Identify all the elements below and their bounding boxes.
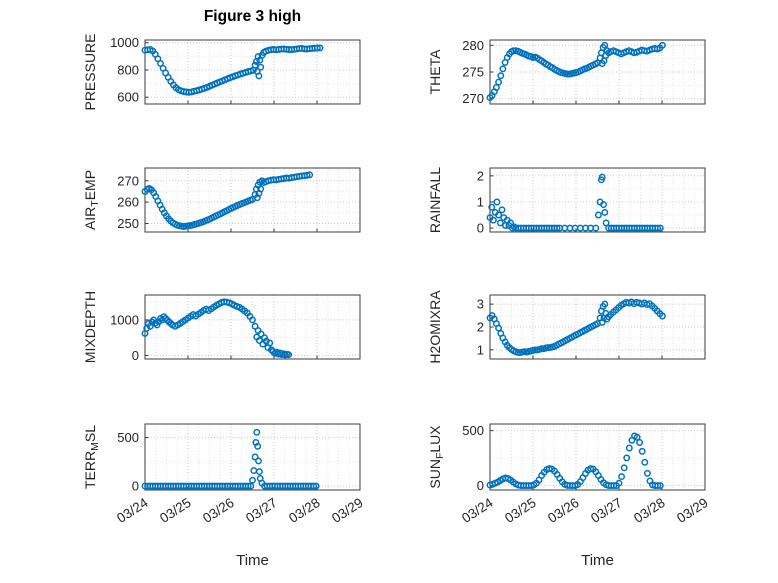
axis-ticks: 0 500 03/24 03/25 03/26 03/27 03/28 03/29 xyxy=(459,423,711,526)
y-axis-label-mixdepth: MIXDEPTH xyxy=(82,291,98,363)
data-points xyxy=(486,432,664,490)
y-axis-label-rainfall: RAINFALL xyxy=(427,167,443,233)
y-tick-label: 1000 xyxy=(110,35,139,50)
x-tick-label: 03/26 xyxy=(545,495,582,526)
data-points xyxy=(141,298,293,359)
x-tick-label: 03/28 xyxy=(631,495,668,526)
y-axis-label-h2omixra: H2OMIXRA xyxy=(427,290,443,364)
y-axis-label-sun-flux: SUNFLUX xyxy=(427,425,446,489)
figure-title: Figure 3 high xyxy=(203,8,302,25)
y-tick-label: 1 xyxy=(477,194,484,209)
axes-box xyxy=(144,423,361,491)
y-tick-label: 600 xyxy=(117,90,139,105)
axis-ticks: 250 260 270 xyxy=(117,173,361,232)
data-points xyxy=(486,41,666,102)
x-tick-label: 03/29 xyxy=(674,495,711,526)
y-tick-label: 260 xyxy=(117,195,139,210)
y-tick-label: 0 xyxy=(132,348,139,363)
y-tick-label: 2 xyxy=(477,320,484,335)
subplot-pressure: 600 800 1000 PRESSURE xyxy=(82,33,361,111)
x-tick-label: 03/24 xyxy=(114,495,151,526)
data-points xyxy=(141,44,324,96)
y-tick-label: 2 xyxy=(477,168,484,183)
subplot-rainfall: 0 1 2 RAINFALL xyxy=(427,167,706,236)
grid-lines xyxy=(490,40,705,104)
y-axis-label-theta: THETA xyxy=(427,49,443,95)
x-tick-label: 03/27 xyxy=(588,495,625,526)
data-points xyxy=(486,298,666,357)
subplot-terr-msl: 0 500 03/24 03/25 03/26 03/27 03/28 03/29 TERRMS… xyxy=(82,423,366,526)
y-tick-label: 275 xyxy=(462,65,484,80)
axis-ticks: 0 1000 xyxy=(110,312,361,363)
x-tick-label: 03/29 xyxy=(329,495,366,526)
subplot-air-temp: 250 260 270 AIRTEMP xyxy=(82,167,361,233)
axis-ticks: 600 800 1000 xyxy=(110,35,361,105)
axes-box xyxy=(489,167,706,233)
y-tick-label: 250 xyxy=(117,216,139,231)
data-points xyxy=(141,428,320,490)
axes-box xyxy=(144,167,361,233)
y-tick-label: 1 xyxy=(477,342,484,357)
x-axis-label-left: Time xyxy=(236,552,269,569)
grid-lines xyxy=(490,424,705,490)
subplot-sun-flux: 0 500 03/24 03/25 03/26 03/27 03/28 03/29 SUNFLU… xyxy=(427,423,711,526)
y-tick-label: 0 xyxy=(132,479,139,494)
y-tick-label: 0 xyxy=(477,478,484,493)
y-tick-label: 0 xyxy=(477,221,484,236)
axis-ticks: 270 275 280 xyxy=(462,38,706,106)
data-points xyxy=(486,173,664,232)
data-points xyxy=(141,171,314,230)
x-tick-label: 03/27 xyxy=(243,495,280,526)
y-tick-label: 280 xyxy=(462,38,484,53)
x-tick-label: 03/25 xyxy=(157,495,194,526)
y-tick-label: 500 xyxy=(462,423,484,438)
x-tick-label: 03/28 xyxy=(286,495,323,526)
subplot-theta: 270 275 280 THETA xyxy=(427,38,706,106)
axes-box xyxy=(489,423,706,491)
y-tick-label: 800 xyxy=(117,62,139,77)
y-axis-label-air-temp: AIRTEMP xyxy=(82,170,101,230)
y-tick-label: 270 xyxy=(462,91,484,106)
y-tick-label: 3 xyxy=(477,297,484,312)
x-tick-label: 03/24 xyxy=(459,495,496,526)
y-tick-label: 270 xyxy=(117,173,139,188)
subplot-mixdepth: 0 1000 MIXDEPTH xyxy=(82,291,361,363)
y-axis-label-terr-msl: TERRMSL xyxy=(82,425,101,489)
y-tick-label: 1000 xyxy=(110,312,139,327)
axis-ticks: 1 2 3 xyxy=(477,297,706,359)
x-axis-label-right: Time xyxy=(581,552,614,569)
x-tick-label: 03/25 xyxy=(502,495,539,526)
x-tick-label: 03/26 xyxy=(200,495,237,526)
y-axis-label-pressure: PRESSURE xyxy=(82,33,98,110)
axes-box xyxy=(144,39,361,105)
subplot-h2omixra: 1 2 3 H2OMIXRA xyxy=(427,290,706,364)
y-tick-label: 500 xyxy=(117,430,139,445)
